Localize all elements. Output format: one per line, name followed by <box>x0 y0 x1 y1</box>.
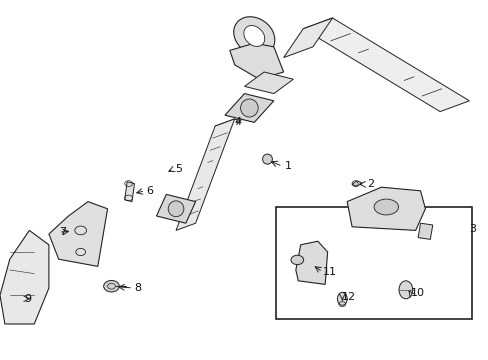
Ellipse shape <box>103 280 119 292</box>
Polygon shape <box>303 18 468 112</box>
Text: 3: 3 <box>468 224 475 234</box>
Text: 9: 9 <box>24 294 32 304</box>
Ellipse shape <box>244 26 264 46</box>
Text: 10: 10 <box>410 288 424 298</box>
Ellipse shape <box>398 281 412 299</box>
Ellipse shape <box>168 201 183 217</box>
Polygon shape <box>156 194 195 223</box>
Text: 11: 11 <box>322 267 336 277</box>
Ellipse shape <box>262 154 272 164</box>
Ellipse shape <box>240 99 258 117</box>
Ellipse shape <box>290 255 303 265</box>
Polygon shape <box>229 43 283 79</box>
Polygon shape <box>0 230 49 324</box>
Text: 4: 4 <box>234 117 242 127</box>
Text: 7: 7 <box>59 227 66 237</box>
Polygon shape <box>176 119 234 230</box>
Ellipse shape <box>233 17 274 55</box>
Polygon shape <box>244 72 293 94</box>
Polygon shape <box>124 182 134 202</box>
Polygon shape <box>49 202 107 266</box>
Polygon shape <box>417 223 432 239</box>
Polygon shape <box>295 241 327 284</box>
Polygon shape <box>224 94 273 122</box>
Polygon shape <box>351 181 361 186</box>
Text: 6: 6 <box>146 186 153 196</box>
Text: 12: 12 <box>342 292 356 302</box>
Ellipse shape <box>373 199 398 215</box>
Polygon shape <box>346 187 425 230</box>
Ellipse shape <box>337 292 346 305</box>
Polygon shape <box>283 18 332 58</box>
Text: 8: 8 <box>134 283 142 293</box>
Text: 5: 5 <box>175 164 182 174</box>
Text: 2: 2 <box>366 179 373 189</box>
Text: 1: 1 <box>284 161 291 171</box>
Bar <box>276 207 471 319</box>
